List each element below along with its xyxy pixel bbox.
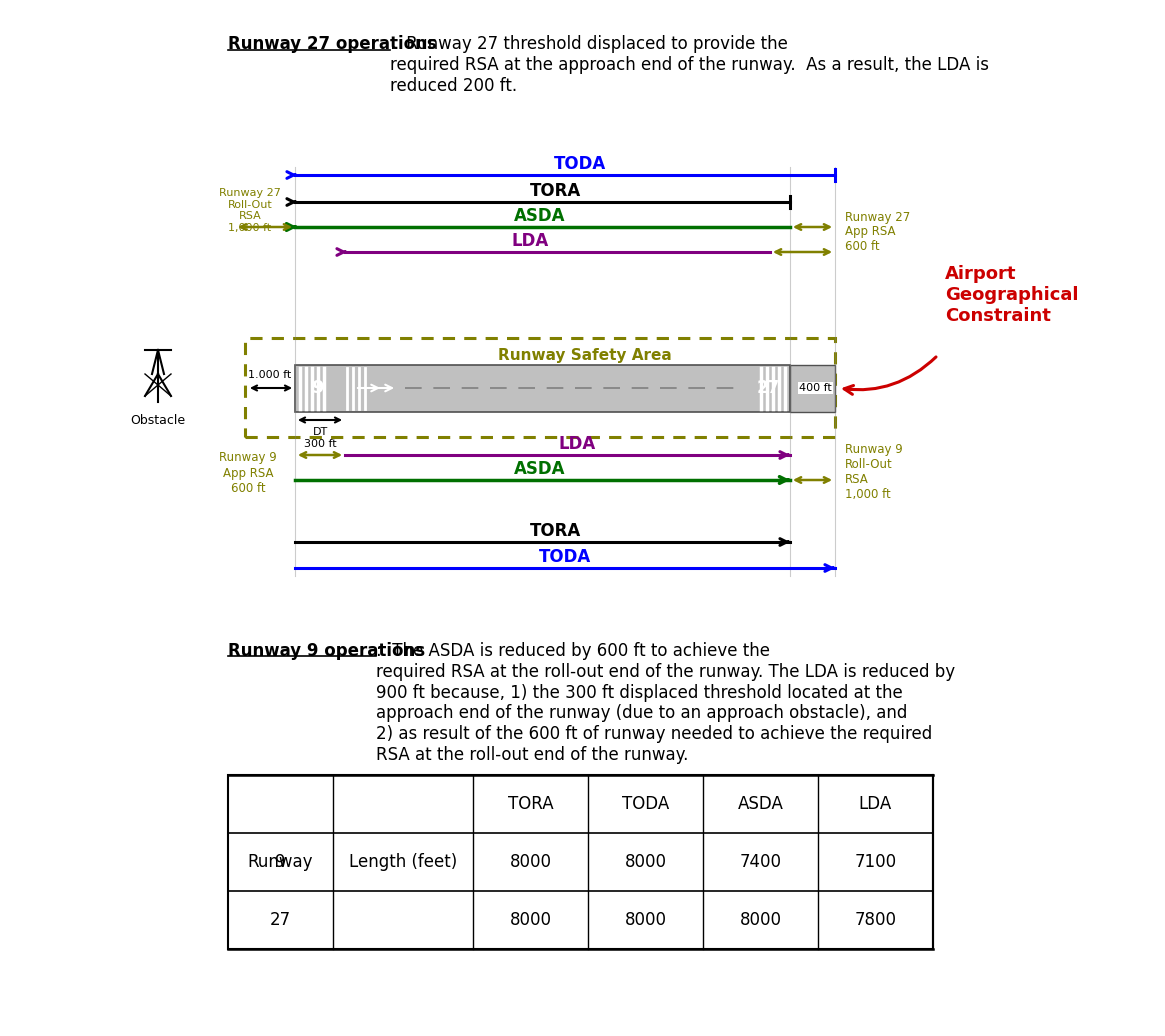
Text: Obstacle: Obstacle	[130, 414, 185, 427]
Text: Runway 27
Roll-Out
RSA
1,000 ft: Runway 27 Roll-Out RSA 1,000 ft	[219, 188, 281, 233]
Text: Runway: Runway	[248, 853, 313, 871]
Text: LDA: LDA	[511, 232, 549, 250]
Text: TORA: TORA	[529, 182, 580, 200]
Text: 8000: 8000	[624, 853, 666, 871]
Text: 9: 9	[311, 379, 323, 397]
Text: Airport
Geographical
Constraint: Airport Geographical Constraint	[945, 265, 1079, 325]
Text: TODA: TODA	[539, 548, 591, 566]
Text: TORA: TORA	[529, 522, 580, 540]
Text: :  The ASDA is reduced by 600 ft to achieve the
required RSA at the roll-out end: : The ASDA is reduced by 600 ft to achie…	[376, 642, 955, 764]
Text: ASDA: ASDA	[514, 207, 566, 225]
Text: Runway 9
App RSA
600 ft: Runway 9 App RSA 600 ft	[219, 452, 277, 494]
Text: 27: 27	[270, 911, 291, 929]
Text: TORA: TORA	[508, 795, 553, 813]
Text: Runway 27
App RSA
600 ft: Runway 27 App RSA 600 ft	[845, 210, 910, 254]
Bar	[295, 365, 790, 412]
Text: ASDA: ASDA	[514, 460, 566, 478]
Text: 400 ft: 400 ft	[799, 383, 832, 393]
Text: LDA: LDA	[859, 795, 892, 813]
Text: DT
300 ft: DT 300 ft	[304, 427, 337, 449]
Bar	[245, 338, 835, 437]
Text: Length (feet): Length (feet)	[348, 853, 457, 871]
Text: 8000: 8000	[740, 911, 782, 929]
Text: TODA: TODA	[622, 795, 669, 813]
Text: 8000: 8000	[624, 911, 666, 929]
Text: 7400: 7400	[740, 853, 782, 871]
Text: Runway Safety Area: Runway Safety Area	[499, 348, 672, 363]
Text: TODA: TODA	[553, 155, 606, 173]
Text: Runway 27 operations: Runway 27 operations	[228, 35, 437, 53]
Text: LDA: LDA	[559, 435, 596, 453]
Text: 27: 27	[756, 379, 779, 397]
Text: 1.000 ft: 1.000 ft	[248, 370, 291, 380]
Bar	[790, 365, 835, 412]
Text: :  Runway 27 threshold displaced to provide the
required RSA at the approach end: : Runway 27 threshold displaced to provi…	[390, 35, 989, 94]
Text: 9: 9	[275, 853, 285, 871]
Text: 7800: 7800	[854, 911, 897, 929]
Text: 8000: 8000	[509, 911, 551, 929]
Text: Runway 9
Roll-Out
RSA
1,000 ft: Runway 9 Roll-Out RSA 1,000 ft	[845, 443, 903, 501]
Text: ASDA: ASDA	[737, 795, 783, 813]
Text: 7100: 7100	[854, 853, 897, 871]
Text: 8000: 8000	[509, 853, 551, 871]
Bar	[228, 775, 933, 949]
Text: Runway 9 operations: Runway 9 operations	[228, 642, 425, 660]
